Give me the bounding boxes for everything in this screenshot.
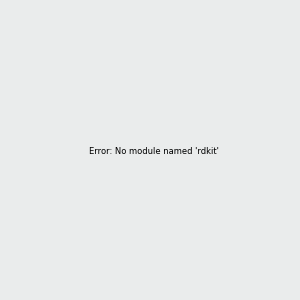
Text: Error: No module named 'rdkit': Error: No module named 'rdkit': [89, 147, 219, 156]
